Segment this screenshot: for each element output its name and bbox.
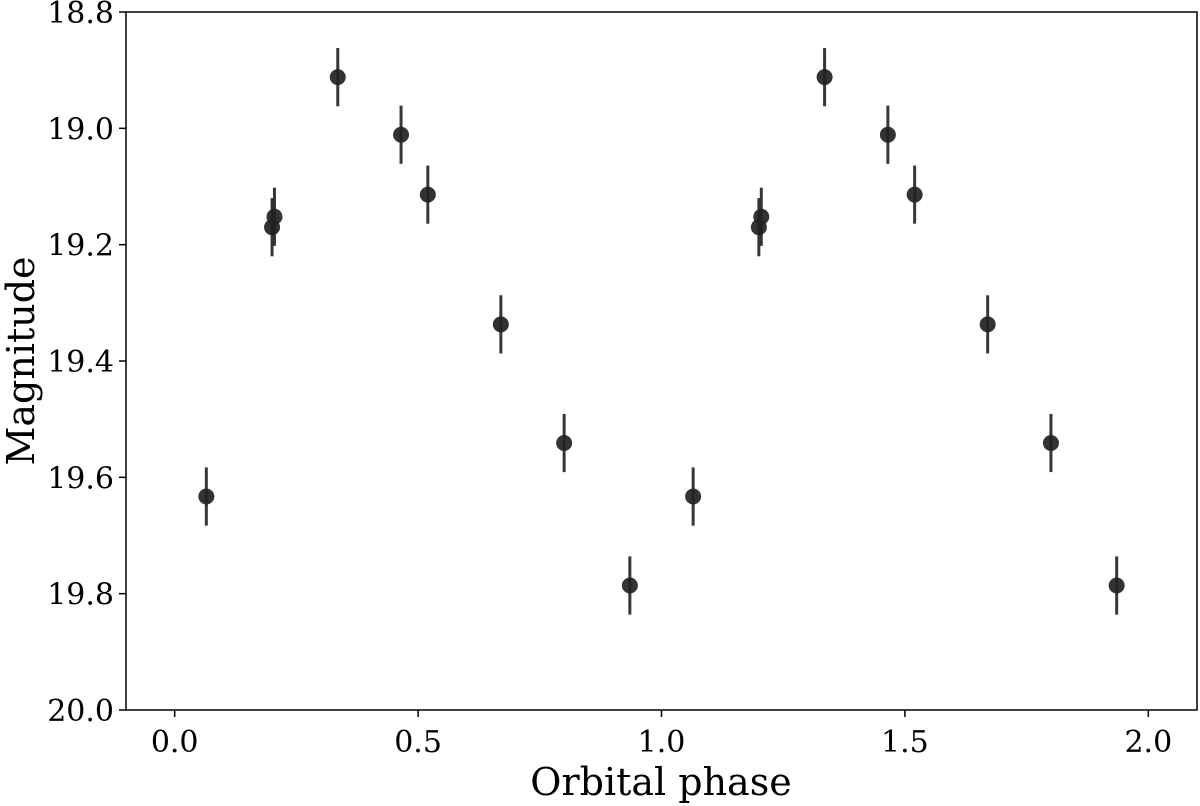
data-marker xyxy=(329,69,346,86)
data-marker xyxy=(198,488,215,505)
data-marker xyxy=(753,208,770,225)
data-marker xyxy=(879,126,896,143)
data-marker xyxy=(556,435,573,452)
data-marker xyxy=(393,126,410,143)
x-tick-label: 0.5 xyxy=(394,725,442,760)
y-axis-label: Magnitude xyxy=(0,256,43,465)
data-point xyxy=(750,198,767,257)
data-point xyxy=(685,467,702,526)
data-point xyxy=(329,48,346,107)
y-tick-label: 19.0 xyxy=(47,112,114,147)
data-marker xyxy=(1042,435,1059,452)
data-point xyxy=(753,187,770,246)
x-tick-label: 0.0 xyxy=(151,725,199,760)
y-axis: 18.8 19.0 19.2 19.4 19.6 19.8 20.0 xyxy=(47,0,126,729)
y-tick-label: 19.6 xyxy=(47,461,114,496)
data-marker xyxy=(492,316,509,333)
y-tick-label: 18.8 xyxy=(47,0,114,31)
data-point xyxy=(906,165,923,224)
data-point xyxy=(393,105,410,164)
data-point xyxy=(879,105,896,164)
x-axis-label: Orbital phase xyxy=(530,760,791,804)
plot-frame xyxy=(125,11,1198,711)
x-axis: 0.0 0.5 1.0 1.5 2.0 xyxy=(151,710,1172,760)
data-marker xyxy=(979,316,996,333)
data-marker xyxy=(266,208,283,225)
y-tick-label: 19.2 xyxy=(47,229,114,264)
y-tick-label: 19.4 xyxy=(47,345,114,380)
data-point xyxy=(419,165,436,224)
x-tick-label: 1.0 xyxy=(638,725,686,760)
data-marker xyxy=(906,186,923,203)
data-point xyxy=(264,198,281,257)
data-marker xyxy=(816,69,833,86)
data-point xyxy=(979,295,996,354)
data-marker xyxy=(1108,577,1125,594)
data-point xyxy=(266,187,283,246)
data-point xyxy=(492,295,509,354)
data-point xyxy=(1042,413,1059,473)
y-tick-label: 19.8 xyxy=(47,578,114,613)
x-tick-label: 1.5 xyxy=(881,725,929,760)
x-tick-label: 2.0 xyxy=(1124,725,1172,760)
data-marker xyxy=(419,186,436,203)
data-marker xyxy=(685,488,702,505)
data-point xyxy=(1108,556,1125,615)
data-point xyxy=(816,48,833,107)
data-point xyxy=(198,467,215,526)
data-point xyxy=(621,556,638,615)
plot-area xyxy=(198,48,1125,615)
y-tick-label: 20.0 xyxy=(47,694,114,729)
data-point xyxy=(556,413,573,473)
data-marker xyxy=(621,577,638,594)
